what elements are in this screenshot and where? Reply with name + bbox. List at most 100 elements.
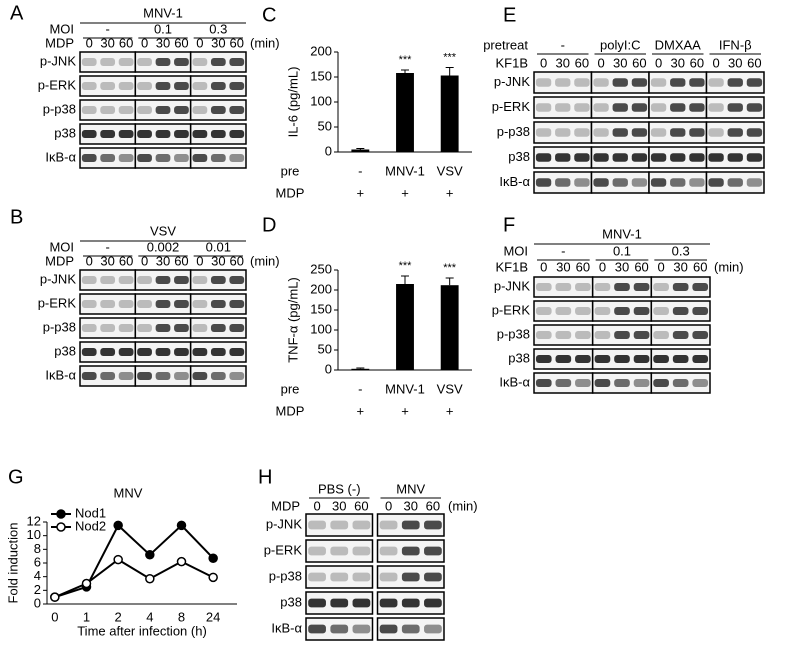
time-point: 0 <box>597 55 604 70</box>
y-axis-label: IL-6 (pg/mL) <box>285 67 300 138</box>
band <box>81 106 97 114</box>
time-point: 30 <box>156 35 170 50</box>
band <box>594 379 611 387</box>
y-tick-label: 50 <box>318 341 332 356</box>
row-value: + <box>357 403 365 418</box>
group-name: 0.002 <box>147 239 180 254</box>
band <box>118 58 134 66</box>
band <box>229 106 245 114</box>
band <box>401 546 420 556</box>
band <box>192 300 208 308</box>
significance: *** <box>399 260 413 272</box>
y-axis-label: TNF-α (pg/mL) <box>285 277 300 363</box>
band <box>229 348 245 356</box>
significance: *** <box>443 51 457 63</box>
band <box>210 82 226 90</box>
marker <box>113 520 123 531</box>
band <box>81 58 97 66</box>
marker <box>113 554 123 565</box>
band <box>631 103 648 112</box>
legend-label: Nod1 <box>75 505 106 520</box>
band <box>692 379 709 387</box>
band <box>535 178 552 187</box>
y-tick-label: 250 <box>310 261 332 276</box>
band <box>118 276 134 284</box>
group-name: MNV <box>396 481 425 496</box>
time-point: 60 <box>119 35 133 50</box>
band <box>210 372 226 380</box>
time-unit: (min) <box>448 498 478 513</box>
y-axis-label: Fold induction <box>5 523 20 604</box>
band <box>137 106 152 114</box>
y-tick-label: 8 <box>34 541 41 556</box>
band <box>727 128 743 137</box>
band <box>689 153 705 162</box>
band <box>100 324 116 332</box>
band <box>650 128 667 137</box>
band <box>155 348 171 356</box>
band <box>746 103 763 112</box>
group-name: 0.3 <box>672 243 690 258</box>
band <box>100 372 116 380</box>
band <box>746 178 763 187</box>
y-tick-label: 12 <box>27 513 41 528</box>
band <box>81 348 97 356</box>
x-tick-label: - <box>358 381 362 396</box>
band <box>708 178 724 187</box>
group-name: polyI:C <box>600 37 640 52</box>
band <box>192 372 208 380</box>
band <box>330 546 349 556</box>
group-name: - <box>561 37 565 52</box>
row-label: IκB-α <box>499 374 530 389</box>
time-label: KF1B <box>495 55 528 70</box>
band <box>118 82 134 90</box>
row-label: IκB-α <box>45 149 76 164</box>
band <box>689 78 705 87</box>
band <box>210 154 226 162</box>
band <box>653 379 669 387</box>
line <box>54 558 214 599</box>
row-label: p-JNK <box>40 271 76 286</box>
y-tick-label: 150 <box>310 68 332 83</box>
group-label: MOI <box>503 243 528 258</box>
band <box>535 379 552 387</box>
band <box>192 276 208 284</box>
time-point: 60 <box>690 55 704 70</box>
y-tick-label: 100 <box>310 93 332 108</box>
band <box>672 379 689 387</box>
time-point: 60 <box>576 259 590 274</box>
time-point: 30 <box>211 253 225 268</box>
band <box>330 520 349 530</box>
band <box>137 324 152 332</box>
band <box>379 624 398 634</box>
time-point: 60 <box>575 55 589 70</box>
row-label: p38 <box>280 594 302 609</box>
row-label: p-ERK <box>264 542 303 557</box>
time-point: 0 <box>86 253 93 268</box>
band <box>692 355 709 363</box>
group-name: 0.01 <box>206 239 231 254</box>
panel-letter: C <box>262 4 276 26</box>
band <box>174 58 189 66</box>
band <box>594 331 611 339</box>
panel-letter: D <box>262 214 276 236</box>
band <box>535 355 552 363</box>
band <box>229 300 245 308</box>
band <box>308 546 326 556</box>
band <box>650 178 667 187</box>
group-name: - <box>105 239 109 254</box>
band <box>727 178 743 187</box>
band <box>631 153 648 162</box>
band <box>555 355 572 363</box>
time-point: 60 <box>354 498 368 513</box>
band <box>593 178 609 187</box>
band <box>653 283 669 291</box>
group-label: MOI <box>49 239 74 254</box>
band <box>670 103 686 112</box>
x-axis-label: Time after infection (h) <box>77 623 207 638</box>
group-name: 0.1 <box>154 21 172 36</box>
row-label: p-ERK <box>38 77 77 92</box>
time-point: 0 <box>141 35 148 50</box>
time-point: 60 <box>747 55 761 70</box>
panel-letter: G <box>8 466 24 488</box>
